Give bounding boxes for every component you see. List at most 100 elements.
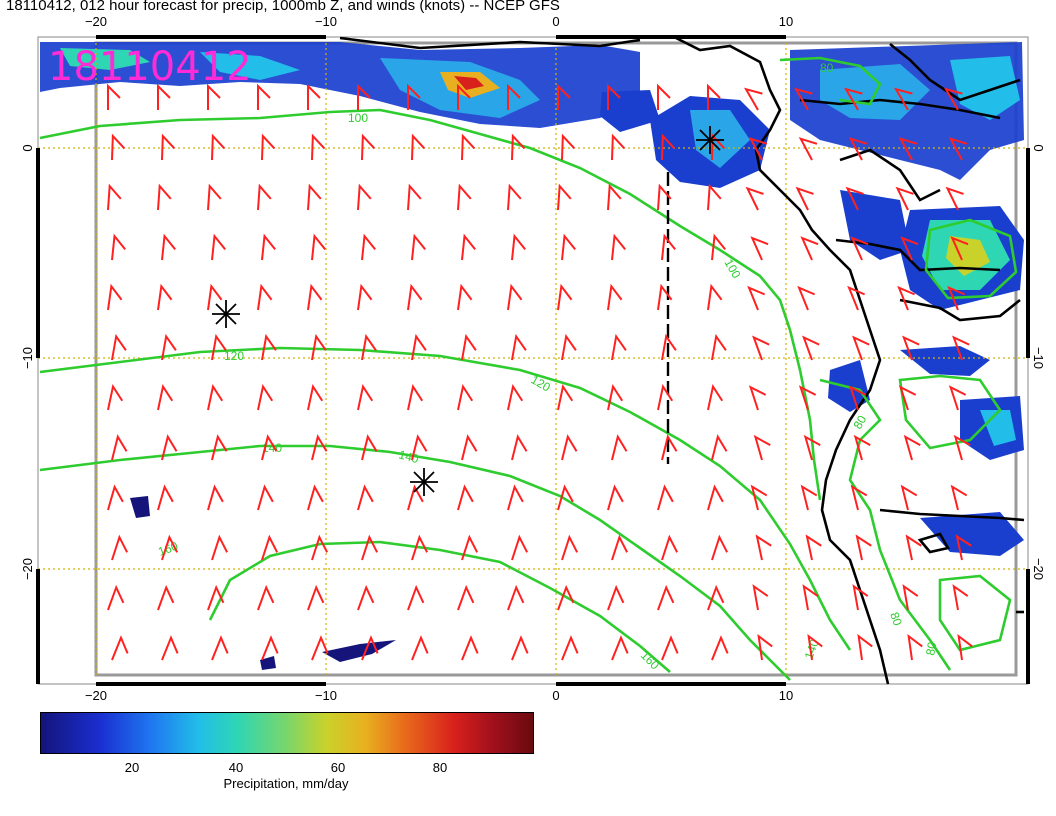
wind-barb (611, 534, 629, 561)
wind-barb (311, 133, 326, 161)
wind-barb (457, 383, 474, 411)
wind-barb (657, 484, 674, 511)
wind-barb (561, 434, 578, 461)
wind-barb (307, 584, 325, 611)
map-frame (37, 36, 1029, 685)
wind-barb (257, 183, 272, 211)
wind-barb (661, 434, 678, 461)
wind-barb (847, 285, 866, 311)
wind-barb (953, 434, 971, 461)
wind-barb (661, 635, 679, 661)
wind-barb (107, 584, 125, 611)
wind-barb (411, 333, 427, 361)
wind-barb (905, 534, 922, 561)
wind-barb (211, 434, 228, 461)
colorbar-label: 60 (330, 760, 346, 775)
wind-barb (802, 335, 820, 361)
wind-barb (557, 183, 572, 211)
contour-label: 80 (923, 641, 939, 657)
wind-barb (611, 635, 629, 661)
wind-barb (457, 83, 471, 110)
wind-barb (307, 383, 324, 411)
wind-barb (411, 133, 426, 161)
wind-barb (157, 83, 171, 110)
wind-barb (507, 383, 524, 411)
wind-barb (507, 484, 524, 511)
wind-barb (207, 283, 223, 311)
contour-label: 140 (397, 447, 420, 466)
wind-barb (161, 233, 176, 261)
precip-layer (40, 42, 1024, 670)
wind-barb (707, 383, 724, 411)
wind-barb (457, 484, 474, 511)
wind-barb (257, 83, 271, 110)
wind-barb (900, 484, 918, 511)
lon-ticks-top: −20 −10 0 10 (85, 14, 793, 29)
wind-barb (457, 183, 472, 211)
lat-tick-label: −10 (20, 347, 35, 369)
wind-barb (611, 133, 626, 161)
wind-barb (307, 283, 323, 311)
wind-barb (903, 434, 921, 461)
wind-barb (511, 534, 529, 561)
wind-barb (950, 484, 968, 511)
wind-barb (257, 484, 274, 511)
wind-barb (457, 584, 475, 611)
wind-barb (661, 333, 677, 361)
lon-tick-label: 0 (552, 14, 559, 29)
wind-barb (557, 283, 573, 311)
wind-barb (261, 233, 276, 261)
wind-barb (897, 285, 916, 311)
wind-barb (311, 233, 326, 261)
wind-barb (257, 383, 274, 411)
wind-barb (157, 484, 174, 511)
wind-barb (845, 186, 864, 211)
wind-barb (411, 534, 429, 561)
wind-barb (407, 183, 422, 211)
wind-barb (311, 635, 329, 661)
wind-barb (898, 137, 918, 161)
wind-barb (848, 385, 867, 411)
lon-tick-label: 0 (552, 688, 559, 703)
lon-tick-label: −20 (85, 688, 107, 703)
wind-barb (561, 333, 577, 361)
lat-tick-label: −10 (1031, 347, 1046, 369)
wind-barb (261, 534, 279, 561)
wind-barb (111, 333, 127, 361)
wind-barb (207, 183, 222, 211)
wind-barb (107, 484, 124, 511)
wind-barb (311, 434, 328, 461)
wind-barb (711, 635, 729, 661)
colorbar-title: Precipitation, mm/day (223, 776, 349, 791)
wind-barb (557, 584, 575, 611)
colorbar-gradient (40, 712, 534, 754)
wind-barb (561, 233, 576, 261)
wind-barb (361, 635, 379, 661)
star-marker (212, 300, 240, 328)
wind-barb (207, 484, 224, 511)
contour-labels: 100 100 120 120 140 140 140 160 160 80 8… (156, 61, 939, 673)
wind-barb (261, 635, 279, 661)
border-bars (36, 35, 1030, 686)
wind-barb (852, 584, 869, 611)
wind-barb (107, 183, 122, 211)
wind-barbs (107, 83, 973, 661)
contour-label: 100 (721, 257, 743, 282)
wind-barb (161, 534, 179, 561)
wind-barb (561, 534, 579, 561)
wind-barb (711, 434, 728, 461)
wind-barb (161, 635, 179, 661)
wind-barb (507, 283, 523, 311)
lon-tick-label: 10 (779, 14, 793, 29)
wind-barb (795, 186, 814, 211)
wind-barb (707, 484, 724, 511)
wind-barb (111, 133, 126, 161)
wind-barb (793, 87, 813, 111)
wind-barb (900, 236, 919, 261)
wind-barb (257, 283, 273, 311)
colorbar-label: 20 (124, 760, 140, 775)
lat-ticks-left: 0 −10 −20 (20, 144, 35, 580)
wind-barb (947, 285, 966, 311)
wind-barb (952, 584, 969, 611)
contour-label: 80 (850, 413, 869, 432)
